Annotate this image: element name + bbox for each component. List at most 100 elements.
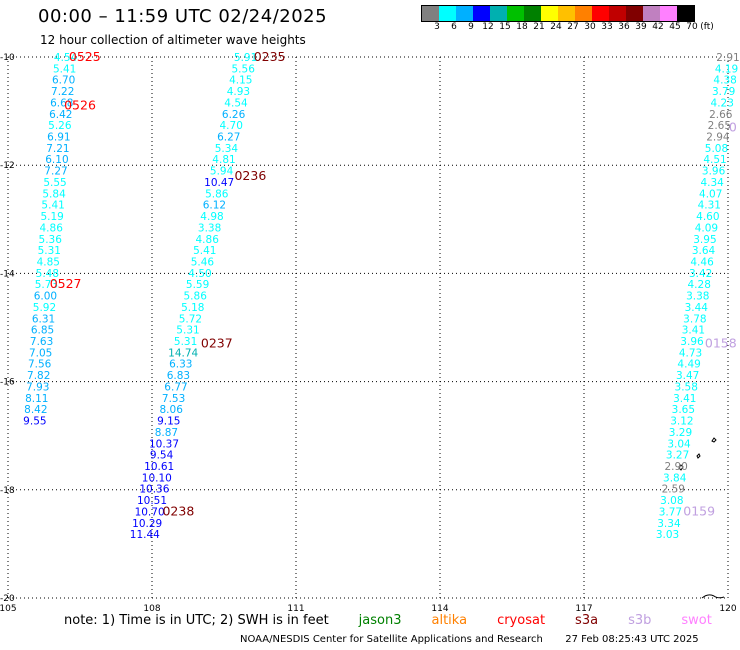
wave-height-value: 2.66 (709, 109, 733, 121)
wave-height-value: 3.29 (669, 427, 692, 439)
wave-height-value: 5.31 (176, 325, 199, 337)
wave-height-value: 3.04 (667, 438, 691, 450)
map-title: 00:00 – 11:59 UTC 02/24/2025 (38, 6, 328, 27)
wave-height-value: 5.34 (215, 143, 239, 155)
wave-height-value: 3.96 (702, 166, 726, 178)
wave-height-value: 4.46 (690, 256, 714, 268)
legend-label: 3 (434, 22, 440, 32)
wave-height-value: 4.86 (196, 234, 220, 246)
wave-height-value: 5.94 (210, 166, 234, 178)
wave-height-value: 4.54 (54, 52, 78, 64)
footer-timestamp: 27 Feb 08:25:43 UTC 2025 (565, 634, 699, 645)
wave-height-value: 8.06 (160, 404, 184, 416)
lat-tick-label: -12 (0, 161, 15, 171)
wave-height-value: 4.15 (229, 75, 252, 87)
wave-height-color-scale (421, 5, 695, 22)
wave-height-value: 3.78 (683, 313, 706, 325)
pass-time-label: 0526 (64, 98, 96, 113)
legend-swatch (473, 6, 490, 21)
pass-time-label: 0236 (234, 168, 266, 183)
wave-height-value: 6.68 (50, 97, 73, 109)
wave-height-value: 4.49 (677, 359, 700, 371)
wave-height-value: 4.98 (200, 211, 223, 223)
wave-height-value: 5.31 (38, 245, 61, 257)
pass-time-label: 0238 (162, 503, 194, 518)
wave-height-value: 3.34 (657, 518, 681, 530)
wave-height-value: 6.91 (47, 132, 70, 144)
wave-height-value: 6.27 (217, 132, 240, 144)
legend-swatch (660, 6, 677, 21)
wave-height-value: 7.22 (51, 86, 74, 98)
wave-height-value: 5.56 (232, 63, 256, 75)
wave-height-value: 5.18 (181, 302, 204, 314)
legend-label: 27 (567, 22, 579, 32)
legend-label: 9 (468, 22, 474, 32)
lon-tick-label: 117 (575, 604, 592, 614)
wave-height-value: 3.27 (666, 450, 689, 462)
wave-height-value: 5.41 (41, 200, 64, 212)
lat-tick-label: -18 (0, 486, 15, 496)
wave-height-value: 5.26 (48, 120, 72, 132)
pass-time-label: 0159 (683, 503, 715, 518)
wave-height-value: 10.36 (139, 484, 169, 496)
footer-credit: NOAA/NESDIS Center for Satellite Applica… (240, 634, 543, 645)
pass-time-label: 0235 (254, 49, 286, 64)
wave-height-value: 7.27 (44, 166, 67, 178)
wave-height-value: 4.31 (698, 200, 721, 212)
wave-height-value: 3.65 (672, 404, 695, 416)
wave-height-value: 3.58 (675, 381, 698, 393)
wave-height-value: 4.28 (688, 279, 711, 291)
wave-height-value: 10.10 (142, 472, 172, 484)
wave-height-value: 9.15 (157, 416, 180, 428)
wave-height-value: 3.12 (670, 416, 693, 428)
wave-height-value: 3.64 (692, 245, 716, 257)
lat-lon-grid (7, 56, 729, 599)
legend-swatch (439, 6, 456, 21)
lon-tick-label: 120 (719, 604, 736, 614)
wave-height-value: 6.85 (31, 325, 54, 337)
satellite-key-jason3: jason3 (358, 613, 402, 628)
wave-height-value: 3.44 (685, 302, 709, 314)
satellite-key-altika: altika (431, 613, 468, 628)
legend-swatch (643, 6, 660, 21)
wave-height-value: 4.93 (227, 86, 250, 98)
track-s3a: 5.915.564.154.934.546.264.706.275.344.81… (130, 49, 286, 541)
wave-height-value: 7.82 (27, 370, 50, 382)
wave-height-value: 6.26 (222, 109, 246, 121)
wave-height-value: 4.86 (40, 222, 64, 234)
wave-height-value: 4.23 (711, 97, 734, 109)
wave-height-value: 5.19 (40, 211, 63, 223)
wave-height-value: 3.47 (676, 370, 699, 382)
legend-label: 24 (550, 22, 562, 32)
legend-label: 36 (618, 22, 630, 32)
legend-label: 15 (499, 22, 511, 32)
lat-tick-label: -10 (0, 53, 15, 63)
wave-height-value: 5.73 (35, 279, 58, 291)
wave-height-value: 5.46 (191, 256, 215, 268)
satellite-key-swot: swot (681, 613, 712, 628)
legend-swatch (541, 6, 558, 21)
wave-height-value: 4.34 (700, 177, 724, 189)
wave-height-value: 5.41 (53, 63, 76, 75)
map-note: note: 1) Time is in UTC; 2) SWH is in fe… (64, 613, 712, 628)
wave-height-value: 6.33 (169, 359, 192, 371)
legend-swatch (490, 6, 507, 21)
wave-height-value: 6.42 (49, 109, 72, 121)
wave-height-value: 4.81 (212, 154, 235, 166)
wave-height-value: 3.95 (693, 234, 716, 246)
wave-height-value: 2.91 (716, 52, 739, 64)
wave-height-value: 10.51 (137, 495, 167, 507)
lat-tick-label: -16 (0, 378, 15, 388)
wave-height-value: 5.86 (184, 291, 208, 303)
wave-height-value: 10.47 (204, 177, 234, 189)
wave-height-value: 6.83 (167, 370, 190, 382)
satellite-key-cryosat: cryosat (497, 613, 546, 628)
satellite-tracks: 4.545.416.707.226.686.425.266.917.216.10… (23, 49, 740, 541)
pass-time-label: 0527 (50, 276, 82, 291)
coastline (678, 437, 725, 599)
wave-height-value: 6.70 (52, 75, 75, 87)
legend-swatch (575, 6, 592, 21)
lon-tick-label: 108 (143, 604, 160, 614)
wave-height-value: 3.08 (660, 495, 683, 507)
wave-height-value: 11.44 (130, 529, 160, 541)
